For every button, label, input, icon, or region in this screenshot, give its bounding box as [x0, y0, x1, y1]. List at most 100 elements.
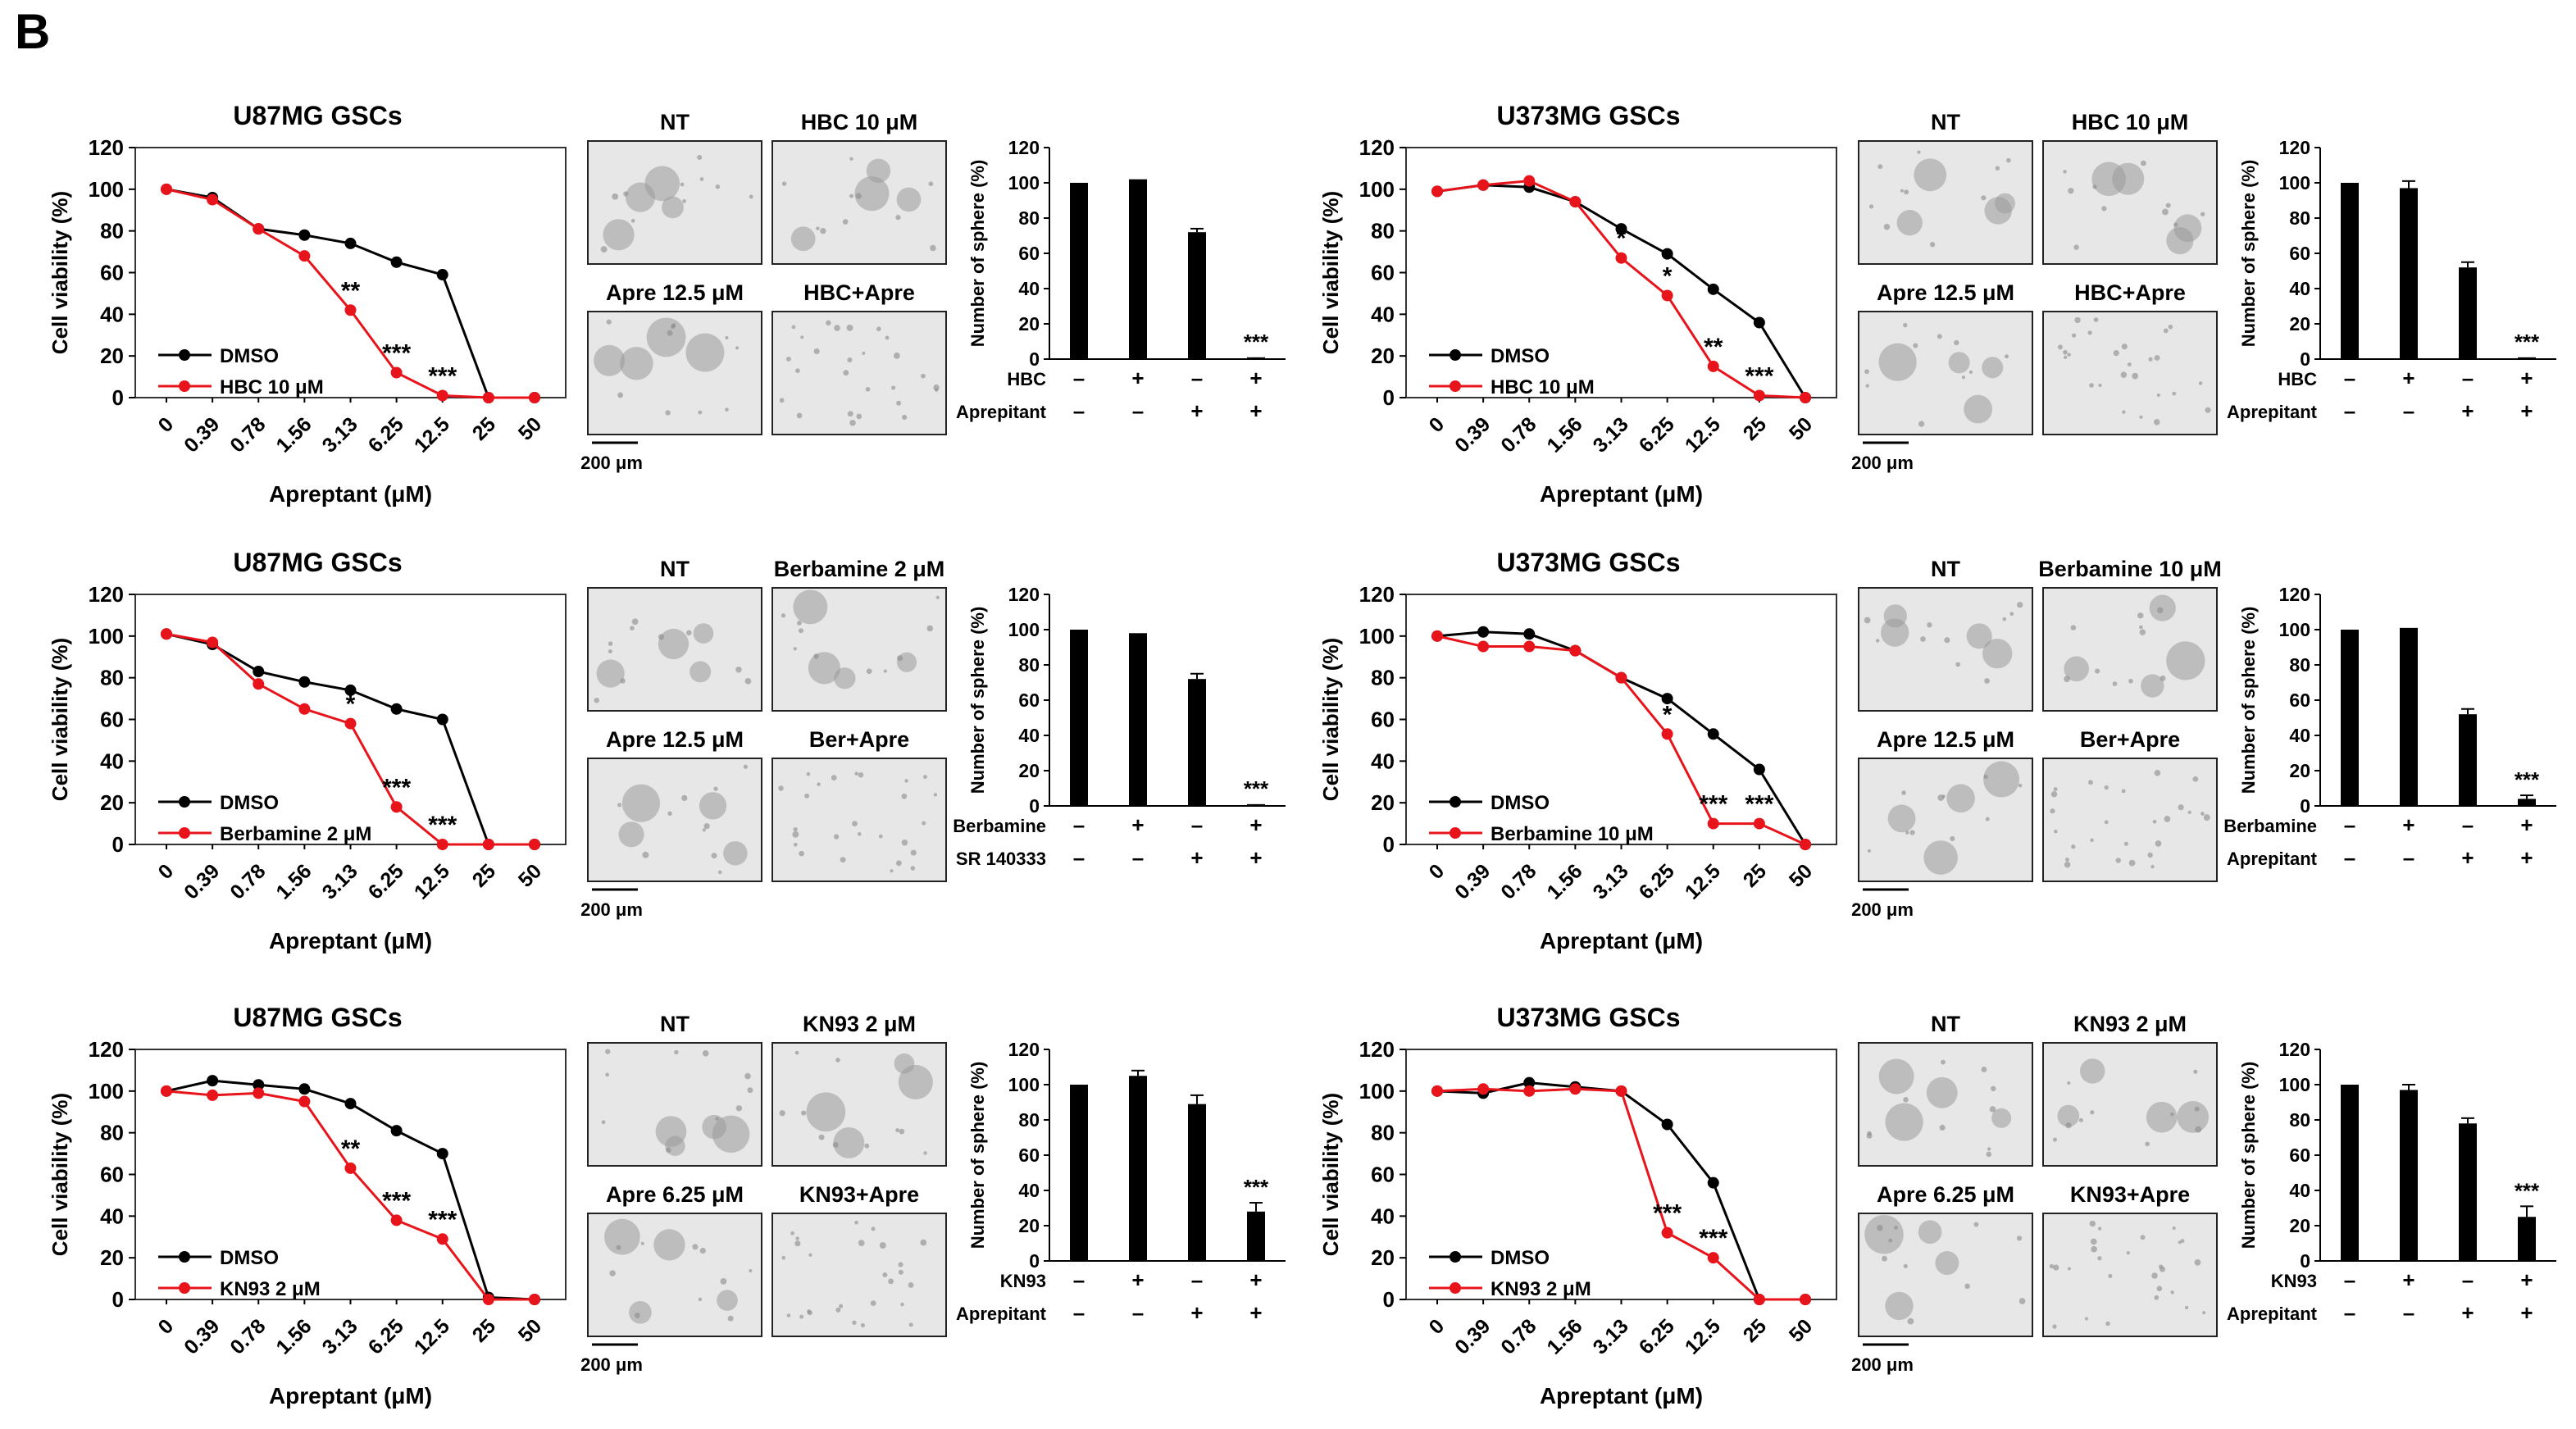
cell-debris — [2151, 1272, 2158, 1279]
cell-debris — [2137, 612, 2144, 619]
cell-debris — [852, 821, 858, 826]
cell-debris — [698, 1297, 703, 1302]
cell-sphere — [653, 1229, 685, 1261]
cell-debris — [2098, 383, 2102, 388]
cell-debris — [849, 419, 856, 426]
cell-debris — [2097, 1256, 2102, 1261]
cell-debris — [681, 794, 688, 802]
y-axis-label: Cell viability (%) — [48, 638, 72, 801]
cell-debris — [1877, 164, 1883, 170]
cell-debris — [2071, 333, 2077, 338]
bar-y-tick-label: 100 — [2279, 1074, 2310, 1095]
image-label: NT — [660, 110, 690, 134]
legend-marker — [179, 1282, 190, 1294]
cell-debris — [2065, 1122, 2072, 1129]
legend-marker — [179, 380, 190, 392]
treatment-sign: – — [2344, 398, 2355, 423]
data-point — [298, 1083, 311, 1095]
data-point — [1523, 628, 1536, 640]
cell-sphere — [2141, 674, 2164, 698]
cell-sphere — [1983, 761, 2020, 798]
cell-debris — [1981, 1067, 1987, 1072]
cell-debris — [843, 370, 849, 376]
cell-debris — [2063, 355, 2068, 360]
cell-sphere — [1885, 1103, 1923, 1141]
y-tick-label: 40 — [100, 749, 124, 773]
cell-debris — [735, 1105, 743, 1112]
image-label: Ber+Apre — [809, 727, 909, 752]
y-axis-label: Cell viability (%) — [48, 1093, 72, 1256]
cell-debris — [2053, 787, 2058, 792]
bar — [2459, 267, 2477, 359]
bar-y-tick-label: 80 — [2289, 1109, 2310, 1131]
cell-debris — [794, 1240, 801, 1247]
sphere-bar-chart: 0 20 40 60 80 100 120 Number of sphere (%) *** Be… — [953, 584, 1286, 870]
cell-debris — [793, 647, 797, 651]
data-point — [253, 1087, 265, 1099]
data-point — [1615, 252, 1627, 264]
cell-debris — [1904, 189, 1909, 195]
cell-debris — [1903, 1097, 1909, 1103]
cell-debris — [2121, 344, 2128, 350]
cell-sphere — [693, 623, 714, 644]
data-point — [344, 717, 357, 730]
x-tick-label: 0.39 — [1450, 859, 1495, 903]
cell-debris — [2050, 808, 2055, 814]
data-point — [1431, 185, 1443, 198]
x-tick-label: 50 — [514, 412, 546, 444]
treatment-row-label: Aprepitant — [2227, 402, 2318, 422]
cell-debris — [882, 1272, 888, 1278]
cell-debris — [631, 618, 639, 626]
data-point — [1661, 728, 1673, 740]
cell-sphere — [644, 166, 680, 202]
bar-y-tick-label: 80 — [1018, 654, 1040, 676]
cell-debris — [2154, 770, 2161, 776]
significance-marker: ** — [1704, 334, 1723, 361]
legend-marker — [1450, 1282, 1461, 1294]
sphere-bar-chart: 0 20 40 60 80 100 120 Number of sphere (%) *** HB… — [956, 137, 1286, 423]
bar-y-tick-label: 120 — [1008, 137, 1040, 158]
cell-debris — [878, 834, 883, 839]
cell-debris — [933, 793, 937, 797]
x-tick-label: 25 — [468, 1314, 501, 1347]
treatment-sign: + — [2461, 845, 2474, 870]
bar — [1129, 179, 1147, 359]
cell-debris — [1995, 166, 2000, 171]
y-tick-label: 80 — [1371, 666, 1395, 690]
cell-debris — [808, 1253, 812, 1257]
cell-sphere — [604, 1218, 640, 1255]
cell-debris — [2115, 858, 2121, 863]
image-label: KN93 2 μM — [2073, 1012, 2187, 1036]
legend-label: KN93 2 μM — [220, 1278, 321, 1300]
data-point — [390, 703, 403, 715]
x-tick-label: 25 — [1739, 412, 1772, 445]
bar — [1247, 803, 1265, 806]
cell-debris — [665, 410, 671, 416]
bar — [1247, 1211, 1265, 1261]
data-point — [1800, 1294, 1811, 1305]
cell-debris — [818, 1134, 825, 1140]
cell-debris — [791, 325, 796, 330]
cell-debris — [1981, 195, 1987, 201]
x-tick-label: 6.25 — [1635, 859, 1679, 903]
treatment-sign: + — [1131, 1267, 1144, 1292]
y-tick-label: 20 — [1371, 1245, 1395, 1270]
data-point — [253, 666, 265, 678]
legend-label: DMSO — [1491, 1247, 1550, 1269]
bar-significance-marker: *** — [2515, 1178, 2540, 1203]
cell-debris — [840, 857, 846, 863]
cell-debris — [617, 392, 624, 398]
cell-debris — [2089, 383, 2094, 388]
y-axis-label: Cell viability (%) — [48, 191, 72, 354]
bar-y-tick-label: 20 — [1018, 313, 1040, 334]
data-point — [436, 269, 448, 281]
bar-y-tick-label: 60 — [1018, 1145, 1040, 1166]
cell-debris — [2154, 354, 2160, 361]
treatment-sign: – — [2344, 1300, 2355, 1325]
cell-debris — [1867, 849, 1871, 853]
sphere-images: NT HBC 10 μM Apre 12.5 μM HBC+Apre 200 μm — [580, 110, 947, 473]
treatment-sign: + — [1190, 1300, 1203, 1325]
y-tick-label: 40 — [1371, 1204, 1395, 1228]
bar-y-tick-label: 60 — [2289, 1145, 2310, 1166]
